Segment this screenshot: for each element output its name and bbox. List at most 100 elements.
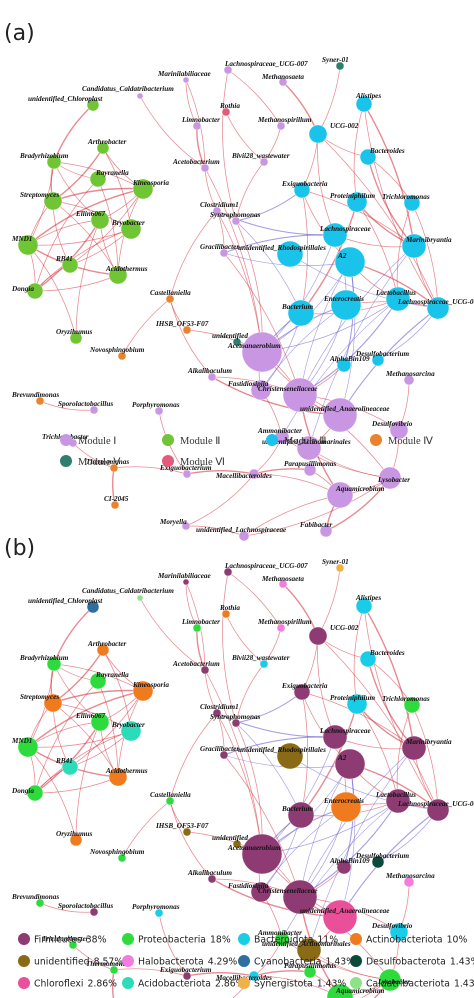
node-label: unidentified	[212, 834, 248, 842]
network-node	[108, 265, 128, 285]
node-label: Exiguobacteria	[281, 682, 328, 690]
node-label: UCG-002	[330, 122, 359, 130]
node-label: Exiguobacterium	[159, 966, 212, 974]
node-label: Thermomonas	[86, 458, 129, 466]
panel-b-network: (b) Lachnospiraceae_UCG-007 Marinilabilia…	[4, 536, 474, 998]
network-node	[293, 181, 311, 199]
node-label: Oryzihumus	[56, 328, 93, 336]
module-legend: Module Ⅰ Module Ⅱ Module Ⅲ Module Ⅳ Module Ⅴ…	[60, 434, 434, 468]
phylum-legend-label: Cyanobacteria 1.43%	[254, 957, 355, 968]
network-node	[359, 650, 377, 668]
phylum-legend-swatch	[350, 933, 362, 945]
node-label: Bryobacter	[111, 219, 145, 227]
network-edge	[363, 103, 439, 309]
network-node	[207, 372, 217, 382]
network-node	[109, 965, 119, 975]
network-node	[403, 374, 415, 386]
network-edge	[139, 597, 206, 671]
network-edge	[222, 571, 237, 724]
phylum-percent: 8.57%	[94, 957, 124, 968]
node-label: Arthrobacter	[87, 138, 127, 146]
network-edge	[300, 189, 309, 314]
network-edge	[363, 605, 439, 811]
node-label: Marinilabiliaceae	[157, 572, 212, 580]
node-label: Fastidiosipila	[228, 380, 269, 388]
node-label: Syntrophomonas	[210, 211, 261, 219]
network-node	[68, 940, 78, 950]
network-node	[334, 748, 366, 780]
network-node	[248, 468, 260, 480]
network-edge	[69, 690, 144, 768]
network-edge	[185, 473, 255, 527]
node-label: Lysobacter	[377, 476, 410, 484]
node-label: Lachnospiraceae	[319, 225, 372, 233]
node-label: Oryzihumus	[56, 830, 93, 838]
node-label: Lachnospiraceae_UCG-007	[224, 60, 308, 68]
network-edge	[235, 663, 265, 724]
network-edge	[97, 178, 119, 276]
module-legend-label: Module Ⅲ	[284, 436, 327, 447]
network-node	[296, 937, 322, 963]
node-label: Lactobacillus	[375, 791, 416, 799]
network-node	[154, 406, 164, 416]
network-edge	[281, 298, 399, 438]
node-label: Castellaniella	[150, 289, 191, 297]
node-label: Desulfobacterium	[355, 852, 410, 860]
node-label: Acetobacterium	[172, 158, 220, 166]
network-edge	[235, 161, 265, 222]
node-label: Enterocreatis	[323, 797, 364, 805]
node-label: Lachnospiraceae_UCG-00	[397, 800, 474, 808]
network-edge	[308, 245, 415, 449]
network-node	[371, 855, 385, 869]
network-node	[192, 121, 202, 131]
network-node	[378, 968, 402, 992]
node-label: Novosphingobium	[89, 346, 145, 354]
network-edge	[75, 219, 101, 339]
node-label: Clostridium1	[200, 201, 239, 209]
network-node	[336, 357, 352, 373]
network-node	[90, 712, 110, 732]
network-edge	[282, 81, 319, 135]
network-node	[165, 294, 175, 304]
network-node	[426, 798, 450, 822]
network-node	[319, 524, 333, 538]
network-edge	[204, 167, 263, 353]
network-node	[86, 600, 100, 614]
node-label: Methanospirillum	[257, 116, 312, 124]
node-label: Brevundimonas	[11, 893, 59, 901]
phylum-percent: 2.86%	[215, 979, 245, 990]
node-label: Methanosaeta	[261, 73, 304, 81]
network-node	[371, 353, 385, 367]
phylum-legend-label: Bacteroidota 11%	[254, 935, 338, 946]
phylum-legend-label: Synergistota 1.43%	[254, 979, 346, 990]
node-label: Sporolactobacillus	[58, 400, 113, 408]
node-label: unidentified_Rhodospirillales	[238, 746, 326, 754]
network-node	[219, 248, 229, 258]
node-label: Clostridium1	[200, 703, 239, 711]
node-label: Alistipes	[355, 594, 381, 602]
node-label: Lachnospiraceae_UCG-007	[224, 562, 308, 570]
network-edge	[121, 800, 171, 859]
node-label: Syner-01	[322, 558, 349, 566]
network-node	[120, 218, 142, 240]
node-label: Dongia	[11, 787, 34, 795]
node-label: Bradyrhizobium	[19, 654, 69, 662]
network-edge	[363, 605, 415, 749]
network-edge	[216, 712, 336, 738]
network-node	[359, 148, 377, 166]
phylum-legend-label: Caldatribacteriota 1.43%	[366, 979, 474, 990]
node-label: unidentified_Chloroplast	[28, 597, 103, 605]
phylum-name: Firmicutes	[34, 935, 82, 946]
network-node	[296, 435, 322, 461]
network-node	[259, 157, 269, 167]
network-node	[192, 623, 202, 633]
network-edge	[411, 202, 439, 309]
network-node	[232, 839, 242, 849]
node-label: Rothia	[219, 604, 240, 612]
phylum-legend-label: Desulfobacterota 1.43%	[366, 957, 474, 968]
network-edge	[39, 400, 95, 411]
network-node	[346, 191, 368, 213]
network-node	[117, 853, 127, 863]
node-label: Porphyromonas	[132, 401, 180, 409]
